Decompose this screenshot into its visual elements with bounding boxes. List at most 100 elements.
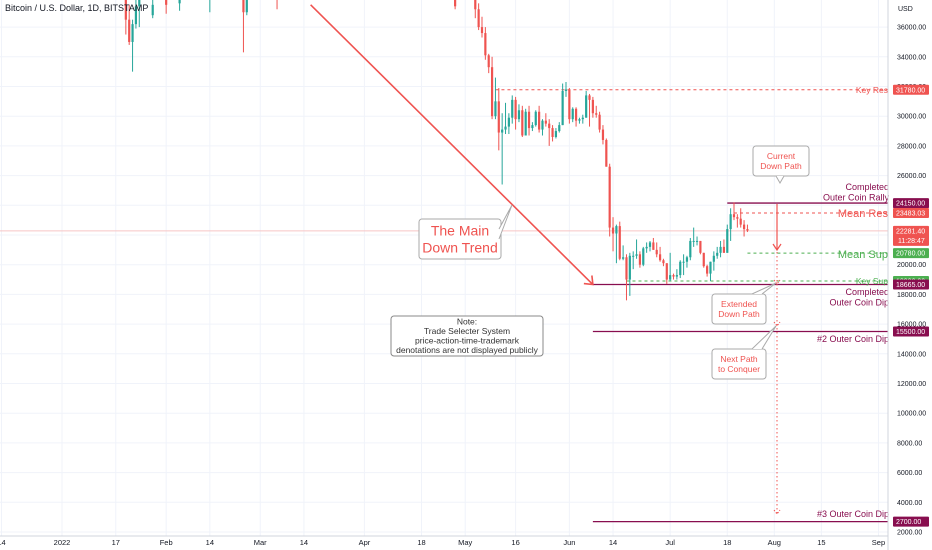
candle-body	[574, 108, 578, 121]
next-path-callout-line: Next Path	[720, 354, 758, 364]
candle-body	[544, 120, 547, 124]
next-path-callout-tail	[751, 325, 777, 350]
candle-body	[511, 99, 514, 118]
current-price-badge	[893, 225, 929, 246]
countdown-text: 11:28:47	[898, 238, 925, 245]
y-tick-label: 12000.00	[897, 381, 926, 388]
candle-body	[484, 33, 487, 56]
candle-body	[578, 119, 581, 121]
x-tick-label: 14	[0, 538, 6, 547]
candle-body	[658, 254, 662, 261]
y-tick-label: 28000.00	[897, 143, 926, 150]
x-tick-label: Sep	[872, 538, 885, 547]
key-res-label: Key Res	[856, 85, 888, 95]
price-badge-text: 2700.00	[896, 519, 921, 526]
x-tick-label: 15	[817, 538, 825, 547]
y-tick-label: 6000.00	[897, 470, 922, 477]
candle-body	[131, 24, 134, 42]
candle-body	[706, 266, 709, 274]
main-down-trend-callout-line: Down Trend	[422, 239, 497, 255]
candle-body	[739, 218, 742, 225]
chart-title: Bitcoin / U.S. Dollar, 1D, BITSTAMP	[5, 3, 149, 13]
candle-body	[245, 0, 248, 13]
next-path-callout-line: to Conquer	[718, 364, 760, 374]
candle-body	[622, 257, 625, 259]
y-tick-label: 20000.00	[897, 262, 926, 269]
candle-body	[665, 263, 668, 280]
candle-body	[672, 275, 675, 277]
note-callout-line: denotations are not displayed publicly	[396, 345, 539, 355]
x-tick-label: 14	[609, 538, 617, 547]
x-tick-label: 14	[206, 538, 214, 547]
plot-background	[0, 0, 888, 536]
candle-body	[588, 95, 591, 100]
candle-body	[134, 6, 138, 25]
candle-body	[695, 240, 699, 242]
candle-body	[685, 257, 689, 262]
candle-body	[514, 99, 517, 120]
candle-body	[571, 108, 574, 120]
candle-body	[531, 125, 534, 129]
candle-body	[554, 131, 558, 137]
completed-outer-coin-rally-label: Outer Coin Rally	[823, 193, 890, 203]
axis-currency: USD	[898, 6, 913, 13]
candle-body	[490, 67, 494, 117]
candle-body	[669, 275, 672, 280]
extended-down-path-callout-line: Down Path	[718, 309, 760, 319]
y-tick-label: 26000.00	[897, 173, 926, 180]
candle-body	[732, 214, 736, 218]
outer-coin-dip-2-label: #2 Outer Coin Dip	[817, 334, 889, 344]
price-badge	[893, 326, 929, 337]
x-tick-label: 16	[511, 538, 519, 547]
candle-body	[682, 261, 685, 263]
note-callout-line: price-action-time-trademark	[415, 336, 520, 346]
extended-down-path-callout-box	[711, 293, 767, 325]
candle-body	[699, 240, 702, 253]
trend-arrowhead	[583, 275, 594, 286]
y-tick-label: 34000.00	[897, 54, 926, 61]
x-tick-label: 17	[112, 538, 120, 547]
outer-coin-dip-3-label: #3 Outer Coin Dip	[817, 509, 889, 519]
candle-body	[628, 255, 631, 280]
candle-body	[675, 275, 678, 277]
candle-body	[642, 248, 645, 265]
x-tick-label: Aug	[768, 538, 781, 547]
mean-res-label: Mean Res	[838, 208, 889, 220]
candle-body	[128, 19, 131, 42]
current-price-text: 22281.40	[896, 228, 925, 235]
candle-body	[541, 120, 544, 130]
current-down-path-callout-tail	[775, 175, 785, 185]
y-tick-label: 8000.00	[897, 440, 922, 447]
main-down-trend-callout-tail	[498, 204, 513, 240]
candle-body	[561, 90, 564, 126]
candle-body	[632, 255, 635, 257]
price-badge	[893, 248, 929, 259]
main-down-trend-line	[310, 4, 594, 286]
candle-body	[625, 257, 628, 280]
candle-body	[242, 0, 245, 13]
candle-body	[736, 217, 739, 219]
y-tick-label: 18000.00	[897, 292, 926, 299]
y-tick-label: 16000.00	[897, 322, 926, 329]
candle-body	[527, 111, 531, 129]
candle-body	[165, 0, 168, 5]
next-path-callout-box	[711, 348, 767, 380]
candle-body	[719, 246, 722, 253]
price-badge	[893, 516, 929, 527]
candle-body	[598, 114, 601, 130]
price-badge-text: 15500.00	[896, 329, 925, 336]
current-down-path-callout-line: Current	[767, 151, 796, 161]
price-badge-text: 24150.00	[896, 201, 925, 208]
completed-outer-coin-dip-label: Outer Coin Dip	[829, 298, 889, 308]
candle-body	[534, 111, 537, 126]
x-tick-label: 2022	[54, 538, 71, 547]
candle-body	[477, 9, 480, 28]
candle-body	[551, 128, 554, 137]
candle-body	[524, 111, 527, 136]
x-tick-label: May	[458, 538, 472, 547]
